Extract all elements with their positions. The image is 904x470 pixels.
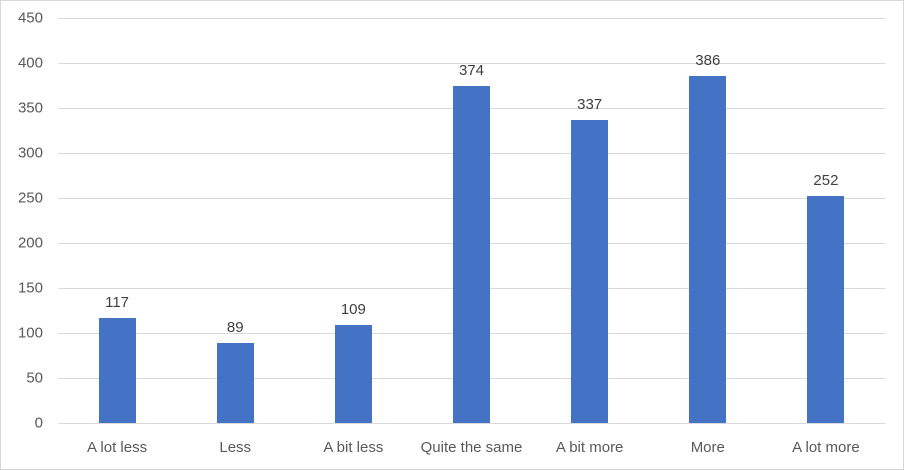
x-axis-category-label: Quite the same [420, 439, 523, 456]
y-axis-tick-label: 100 [17, 324, 43, 342]
x-axis-category-label: More [690, 439, 725, 456]
bar [453, 86, 490, 423]
bar [689, 75, 727, 423]
x-axis-category-label: A bit less [323, 439, 384, 456]
x-axis-category-label: A lot more [792, 439, 860, 456]
gridline [58, 423, 885, 424]
bar-value-label: 386 [695, 51, 721, 69]
bar-value-label: 109 [340, 300, 366, 318]
bar-value-label: 89 [226, 318, 244, 336]
y-axis-tick-label: 50 [26, 369, 43, 387]
x-axis-category-label: A lot less [87, 439, 148, 456]
bar [216, 342, 254, 423]
x-axis-category-label: A bit more [555, 439, 624, 456]
y-axis-tick-label: 150 [17, 279, 43, 297]
gridline [58, 63, 885, 64]
y-axis-tick-label: 350 [17, 99, 43, 117]
bar [334, 324, 372, 423]
y-axis-tick-label: 0 [34, 414, 43, 432]
y-axis-tick-label: 400 [17, 54, 43, 72]
y-axis-tick-label: 450 [17, 9, 43, 27]
y-axis-tick-label: 250 [17, 189, 43, 207]
bar [571, 119, 609, 423]
x-axis-category-label: Less [219, 439, 252, 456]
bar [807, 196, 845, 423]
y-axis-tick-label: 300 [17, 144, 43, 162]
bar [98, 317, 136, 423]
gridline [58, 18, 885, 19]
bar-value-label: 374 [458, 62, 485, 80]
bar-value-label: 252 [813, 172, 839, 190]
y-axis-tick-label: 200 [17, 234, 43, 252]
bar-value-label: 117 [105, 293, 130, 311]
bar-value-label: 337 [577, 95, 603, 113]
